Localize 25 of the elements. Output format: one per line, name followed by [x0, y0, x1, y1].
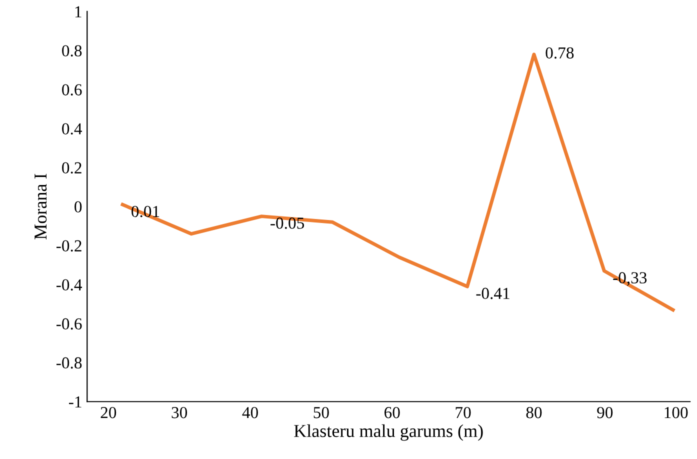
- y-tick-label: 0: [74, 201, 82, 212]
- y-tick-label: -0.8: [56, 357, 82, 369]
- x-tick-label: 30: [172, 406, 188, 418]
- x-tick-label: 80: [526, 406, 542, 418]
- y-tick-label: 0.2: [62, 162, 82, 174]
- x-tick-label: 60: [384, 406, 400, 418]
- y-axis-title: Morana I: [34, 174, 47, 240]
- y-tick-label: 0.4: [62, 123, 82, 135]
- data-label: -0.41: [476, 288, 510, 300]
- data-label: -0.05: [270, 218, 304, 229]
- y-tick-label: 0.8: [62, 45, 82, 57]
- y-tick-label: -0.4: [56, 279, 82, 291]
- x-tick-label: 100: [664, 406, 688, 418]
- y-tick-label: -0.6: [56, 318, 82, 330]
- x-tick-label: 50: [314, 406, 329, 418]
- x-tick-label: 40: [242, 406, 258, 418]
- y-tick-label: -0.2: [56, 240, 82, 252]
- y-tick-label: 0.6: [62, 84, 82, 96]
- x-tick-label: 20: [100, 406, 116, 418]
- x-tick-label: 70: [456, 406, 471, 418]
- x-axis-title: Klasteru malu garums (m): [294, 424, 483, 441]
- y-tick-label: -1: [69, 396, 82, 408]
- y-tick-label: 1: [75, 6, 82, 18]
- x-tick-label: 90: [597, 406, 613, 418]
- data-label: 0.78: [546, 47, 574, 59]
